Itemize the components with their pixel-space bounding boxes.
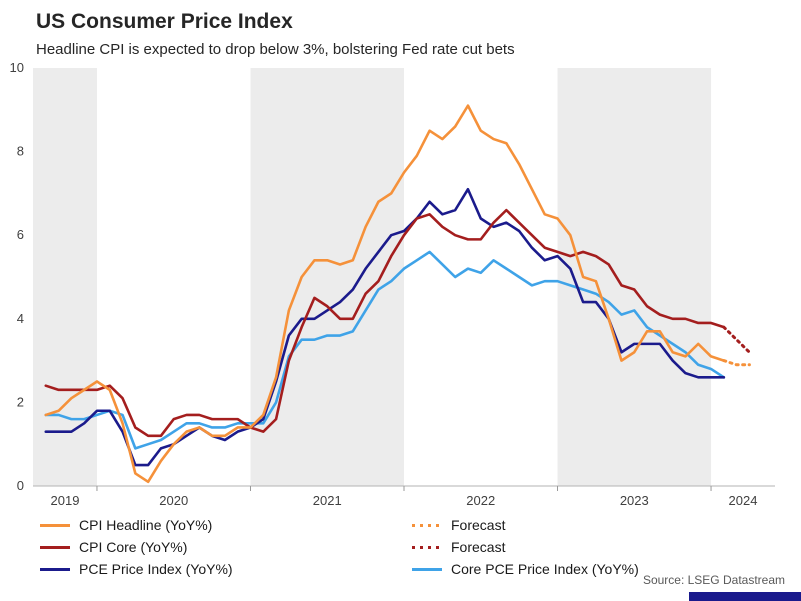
x-tick-label: 2023 — [620, 493, 649, 508]
chart-subtitle: Headline CPI is expected to drop below 3… — [36, 41, 515, 58]
x-tick-label: 2022 — [466, 493, 495, 508]
chart-title: US Consumer Price Index — [36, 10, 293, 33]
legend-swatch-dotted — [412, 545, 442, 549]
y-tick-label: 0 — [17, 478, 24, 493]
legend-swatch-solid — [40, 567, 70, 571]
y-tick-label: 10 — [10, 62, 24, 75]
x-tick-label: 2021 — [313, 493, 342, 508]
legend-item: CPI Headline (YoY%) — [40, 517, 412, 533]
legend-item: Core PCE Price Index (YoY%) — [412, 561, 801, 577]
forecast-line-cpi-core — [722, 325, 751, 354]
source-text: Source: LSEG Datastream — [642, 573, 785, 587]
x-tick-label: 2024 — [729, 493, 758, 508]
series-line-cpi-core — [44, 208, 726, 438]
x-tick-label: 2020 — [159, 493, 188, 508]
brand-bar — [689, 592, 801, 601]
year-band — [557, 68, 712, 486]
y-tick-label: 8 — [17, 144, 24, 159]
legend-swatch-solid — [412, 567, 442, 571]
legend-swatch-solid — [40, 523, 70, 527]
year-band — [33, 68, 97, 486]
legend-label: Forecast — [451, 517, 506, 533]
legend-label: CPI Core (YoY%) — [79, 539, 188, 555]
legend-swatch-solid — [40, 545, 70, 549]
series-line-cpi-headline — [44, 104, 726, 484]
legend-swatch-dotted — [412, 523, 442, 527]
x-tick-label: 2019 — [51, 493, 80, 508]
y-tick-label: 6 — [17, 227, 24, 242]
legend-item: CPI Core (YoY%) — [40, 539, 412, 555]
legend-item: Forecast — [412, 539, 801, 555]
legend-label: PCE Price Index (YoY%) — [79, 561, 233, 577]
legend-item: PCE Price Index (YoY%) — [40, 561, 412, 577]
cpi-chart: 0 2 4 6 8 10 2019 2020 2021 2022 2023 2024 — [10, 62, 775, 508]
series-line-core-pce — [44, 250, 726, 450]
legend-item: Forecast — [412, 517, 801, 533]
y-tick-label: 2 — [17, 394, 24, 409]
forecast-line-cpi-headline — [722, 359, 751, 367]
y-tick-label: 4 — [17, 311, 24, 326]
legend-label: Forecast — [451, 539, 506, 555]
legend-label: Core PCE Price Index (YoY%) — [451, 561, 639, 577]
legend-label: CPI Headline (YoY%) — [79, 517, 213, 533]
chart-legend: CPI Headline (YoY%) CPI Core (YoY%) PCE Pr… — [0, 514, 801, 580]
